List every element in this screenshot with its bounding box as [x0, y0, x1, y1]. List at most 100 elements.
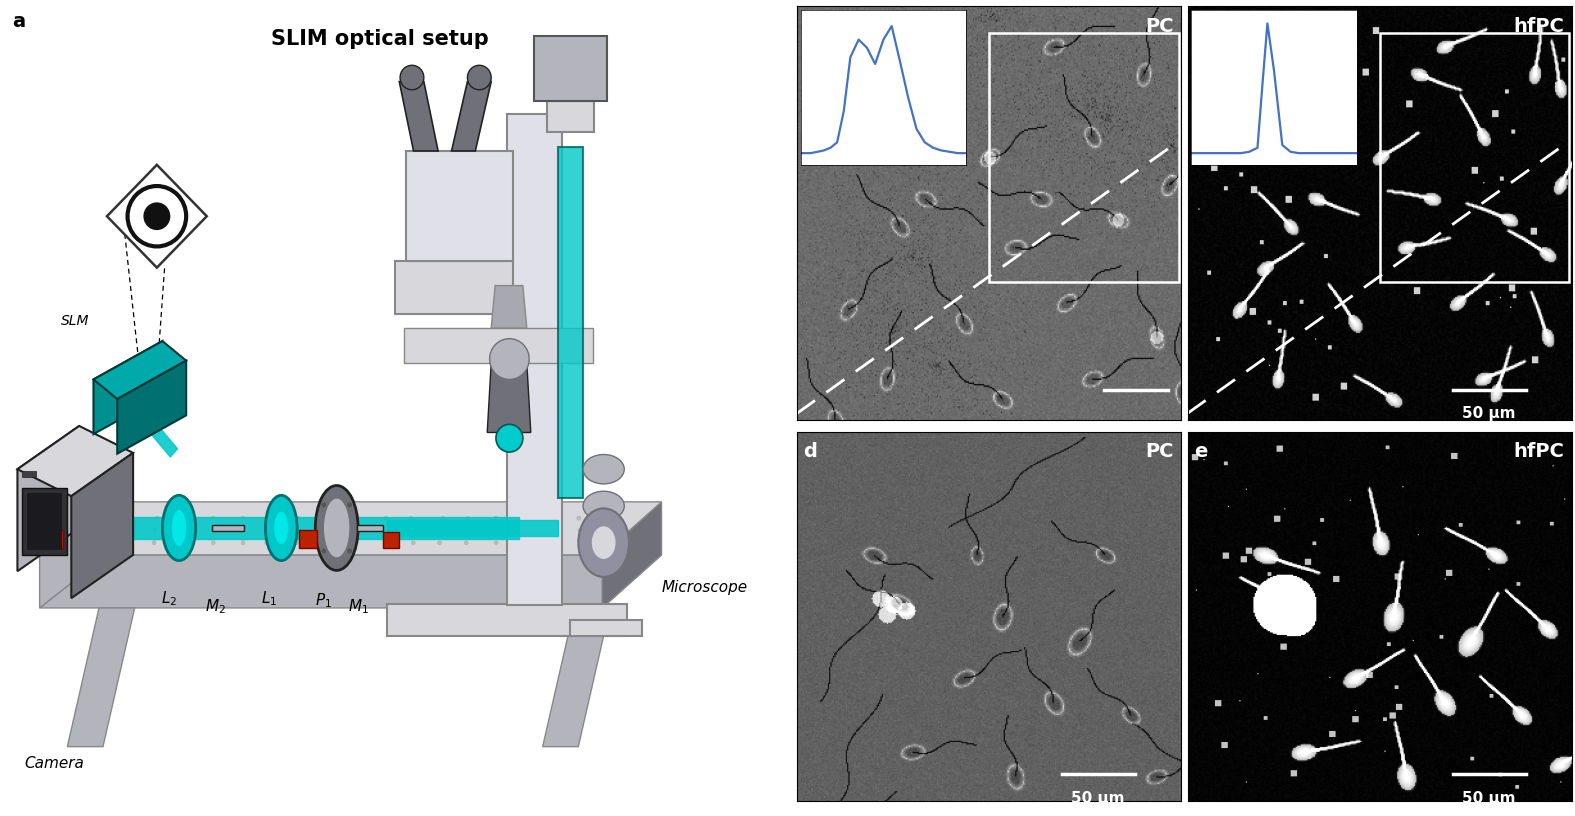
Text: M$_2$: M$_2$ [205, 597, 225, 616]
Circle shape [154, 517, 159, 521]
Circle shape [241, 517, 246, 521]
Ellipse shape [578, 508, 628, 577]
Circle shape [351, 517, 356, 521]
Ellipse shape [162, 495, 195, 561]
Bar [547, 101, 594, 132]
Circle shape [576, 517, 581, 521]
Polygon shape [507, 114, 562, 605]
Polygon shape [134, 517, 518, 539]
Circle shape [384, 517, 387, 521]
Polygon shape [491, 286, 526, 328]
Ellipse shape [583, 491, 624, 521]
Circle shape [495, 540, 498, 545]
Circle shape [326, 517, 329, 521]
Circle shape [400, 65, 424, 90]
Text: L$_1$: L$_1$ [261, 589, 277, 608]
Circle shape [495, 517, 498, 521]
Circle shape [468, 65, 491, 90]
Circle shape [465, 540, 468, 545]
Circle shape [523, 540, 526, 545]
Circle shape [553, 540, 556, 545]
Circle shape [578, 529, 581, 533]
Polygon shape [213, 525, 244, 531]
Text: M$_1$: M$_1$ [348, 597, 369, 616]
Ellipse shape [324, 499, 350, 557]
Circle shape [323, 529, 328, 533]
Text: 50 μm: 50 μm [1462, 406, 1515, 421]
Text: SLM: SLM [61, 314, 90, 328]
Circle shape [321, 503, 326, 508]
Circle shape [265, 517, 269, 521]
Circle shape [326, 540, 331, 545]
Bar [46, 530, 63, 548]
Polygon shape [39, 502, 661, 555]
Ellipse shape [274, 512, 288, 544]
Polygon shape [543, 608, 610, 747]
Text: hfPC: hfPC [1514, 442, 1564, 461]
Circle shape [351, 529, 356, 533]
Text: Microscope: Microscope [662, 580, 748, 595]
Bar [383, 532, 400, 548]
Circle shape [384, 540, 387, 545]
Text: 50 μm: 50 μm [1462, 792, 1515, 806]
Text: hfPC: hfPC [1514, 17, 1564, 36]
Circle shape [605, 517, 610, 521]
Circle shape [265, 540, 269, 545]
Ellipse shape [266, 495, 298, 561]
Circle shape [466, 517, 469, 521]
Circle shape [548, 517, 553, 521]
Bar [989, 33, 1178, 282]
Polygon shape [386, 520, 558, 536]
Bar [22, 471, 36, 477]
Polygon shape [39, 555, 661, 608]
Polygon shape [406, 151, 513, 261]
Circle shape [94, 529, 99, 533]
Ellipse shape [315, 486, 358, 570]
Polygon shape [117, 361, 186, 454]
Circle shape [469, 529, 472, 533]
Circle shape [186, 540, 189, 545]
Circle shape [495, 529, 498, 533]
Circle shape [321, 548, 326, 553]
Bar [1380, 33, 1569, 282]
Circle shape [490, 339, 529, 379]
Text: d: d [803, 442, 817, 461]
Text: b: b [803, 17, 817, 36]
Polygon shape [39, 502, 107, 608]
Circle shape [608, 540, 613, 545]
Bar [558, 147, 583, 498]
Text: SLIM optical setup: SLIM optical setup [271, 29, 490, 49]
Ellipse shape [496, 424, 523, 452]
Circle shape [101, 517, 104, 521]
Polygon shape [17, 426, 134, 496]
Circle shape [411, 540, 416, 545]
Circle shape [153, 529, 158, 533]
Text: PC: PC [1145, 442, 1173, 461]
Circle shape [211, 529, 216, 533]
Circle shape [266, 529, 269, 533]
Ellipse shape [172, 510, 186, 546]
Circle shape [438, 540, 441, 545]
Circle shape [520, 517, 524, 521]
Bar [299, 530, 317, 548]
Circle shape [180, 517, 184, 521]
Circle shape [71, 529, 74, 533]
Ellipse shape [592, 526, 616, 559]
Polygon shape [356, 525, 383, 531]
Circle shape [123, 529, 128, 533]
Text: Camera: Camera [24, 756, 83, 770]
Text: L$_2$: L$_2$ [161, 589, 176, 608]
Text: P$_1$: P$_1$ [315, 592, 332, 610]
Circle shape [68, 540, 71, 545]
Circle shape [143, 202, 170, 230]
Circle shape [520, 529, 524, 533]
Circle shape [211, 540, 216, 545]
Polygon shape [386, 604, 627, 636]
Polygon shape [17, 426, 79, 571]
Circle shape [346, 548, 351, 553]
Polygon shape [93, 341, 162, 434]
Circle shape [296, 517, 299, 521]
Circle shape [553, 529, 556, 533]
Circle shape [295, 540, 299, 545]
Polygon shape [68, 608, 135, 747]
